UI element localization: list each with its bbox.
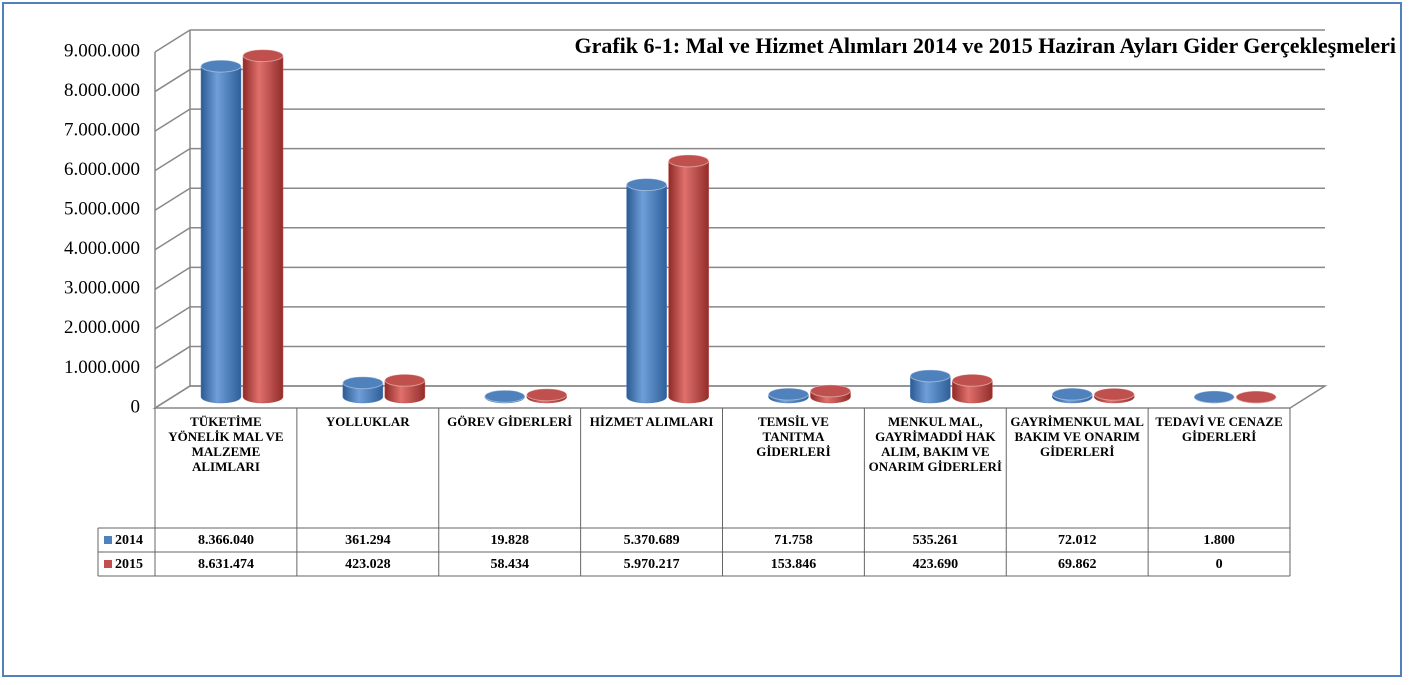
y-tick-label: 9.000.000 [64, 40, 140, 61]
grid-line [154, 108, 191, 132]
bar-top [526, 388, 568, 402]
x-tick-label: YOLLUKLAR [325, 414, 410, 429]
table-value: 71.758 [774, 533, 813, 548]
bar-top [384, 373, 426, 387]
bar [200, 66, 242, 404]
grid-line [154, 68, 191, 93]
bar-top [768, 387, 809, 401]
bar-top [626, 178, 668, 192]
y-tick-label: 1.000.000 [64, 357, 140, 378]
x-tick-label: HİZMET ALIMLARI [589, 414, 714, 429]
y-tick-label: 7.000.000 [64, 119, 140, 140]
category-cell: TEMSİL VE TANITMA GİDERLERİ [756, 414, 831, 459]
bar-top [242, 49, 284, 63]
table-value: 535.261 [913, 533, 959, 548]
table-value: 423.690 [913, 557, 959, 572]
legend-swatch [104, 560, 112, 568]
table-value: 5.970.217 [624, 557, 680, 572]
y-tick-label: 5.000.000 [64, 199, 140, 220]
bar-top [1193, 390, 1235, 404]
x-tick-label: MENKUL MAL, GAYRİMADDİ HAK ALIM, BAKIM V… [868, 414, 1002, 474]
grid-line [154, 148, 191, 172]
table-value: 1.800 [1203, 533, 1235, 548]
x-tick-label: GÖREV GİDERLERİ [447, 414, 573, 429]
grid-line [154, 266, 191, 290]
table-value: 153.846 [771, 557, 817, 572]
bar-top [1051, 387, 1093, 401]
legend-swatch [104, 536, 112, 544]
x-tick-label: TEDAVİ VE CENAZE GİDERLERİ [1155, 414, 1283, 444]
table-value: 423.028 [345, 557, 391, 572]
y-tick-label: 6.000.000 [64, 159, 140, 180]
grid-line [154, 385, 191, 409]
floor [152, 385, 1328, 409]
y-tick-label: 0 [131, 396, 141, 417]
bar-top [1093, 387, 1135, 401]
bar-top [342, 376, 384, 390]
table-value: 8.366.040 [198, 533, 254, 548]
legend-label: 2015 [115, 557, 143, 572]
y-tick-label: 3.000.000 [64, 278, 140, 299]
bar-top [668, 154, 710, 168]
bar [242, 55, 284, 404]
x-tick-label: TEMSİL VE TANITMA GİDERLERİ [756, 414, 831, 459]
grid-line [154, 187, 191, 211]
table-value: 19.828 [490, 533, 529, 548]
category-cell: GÖREV GİDERLERİ [447, 414, 573, 429]
y-tick-label: 4.000.000 [64, 238, 140, 259]
bar [668, 160, 709, 404]
x-tick-label: TÜKETİME YÖNELİK MAL VE MALZEME ALIMLARI [168, 414, 284, 474]
bar-top [200, 59, 242, 73]
bar-top [909, 369, 951, 383]
table-value: 72.012 [1058, 533, 1097, 548]
bar-top [810, 384, 851, 398]
grid-line [154, 306, 191, 330]
bar-top [1235, 390, 1277, 404]
category-cell: GAYRİMENKUL MAL BAKIM VE ONARIM GİDERLER… [1010, 414, 1144, 459]
chart-title: Grafik 6-1: Mal ve Hizmet Alımları 2014 … [574, 33, 1396, 58]
table-value: 0 [1216, 557, 1223, 572]
table-value: 5.370.689 [624, 533, 680, 548]
category-cell: TEDAVİ VE CENAZE GİDERLERİ [1155, 414, 1283, 444]
bar-top [484, 389, 526, 403]
table-value: 8.631.474 [198, 557, 254, 572]
category-cell: MENKUL MAL, GAYRİMADDİ HAK ALIM, BAKIM V… [868, 414, 1002, 474]
grid-line [154, 29, 191, 53]
y-tick-label: 2.000.000 [64, 317, 140, 338]
category-cell: YOLLUKLAR [325, 414, 410, 429]
x-tick-label: GAYRİMENKUL MAL BAKIM VE ONARIM GİDERLER… [1010, 414, 1144, 459]
table-value: 58.434 [490, 557, 529, 572]
grid-line [154, 227, 191, 251]
table-value: 361.294 [345, 533, 391, 548]
grid-line [154, 345, 191, 370]
bar-top [951, 373, 993, 387]
table-value: 69.862 [1058, 557, 1097, 572]
y-tick-label: 8.000.000 [64, 80, 140, 101]
category-cell: TÜKETİME YÖNELİK MAL VE MALZEME ALIMLARI [168, 414, 284, 474]
bar [626, 184, 667, 404]
legend-label: 2014 [115, 533, 143, 548]
category-cell: HİZMET ALIMLARI [589, 414, 714, 429]
